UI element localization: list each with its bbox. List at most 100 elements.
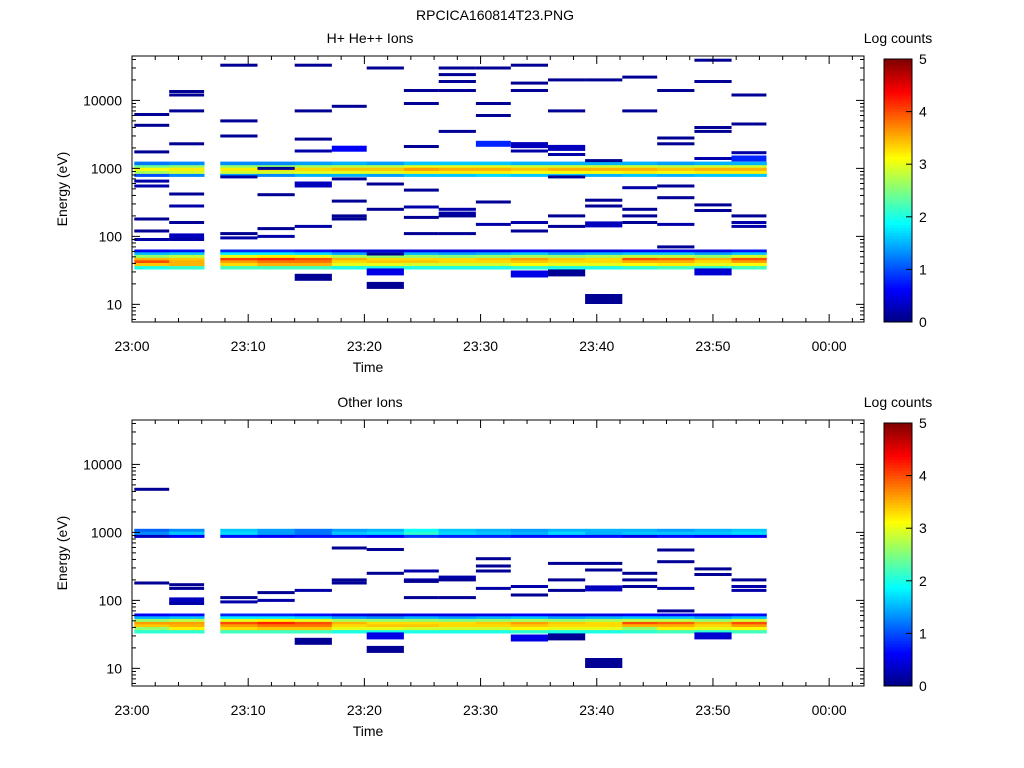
heatmap-cell [404,263,439,266]
heatmap-cell [404,616,439,619]
heatmap-cell [657,627,695,630]
heatmap-cell [220,619,258,622]
spectrogram-figure: RPCICA160814T23.PNG 23:00 23:10 23:20 23:30… [0,0,1024,768]
heatmap-cell [476,141,511,147]
heatmap-cell [134,124,169,127]
heatmap-cell [439,616,477,619]
heatmap-cell [220,630,258,634]
heatmap-cell [732,225,767,228]
heatmap-cell [134,488,169,491]
heatmap-cell [220,614,258,617]
heatmap-cell [367,535,405,538]
heatmap-cell [548,269,585,276]
heatmap-cell [548,214,585,217]
heatmap-cell [476,627,511,630]
heatmap-cell [732,255,767,258]
heatmap-cell [732,162,767,166]
colorbar-tick-label: 2 [919,209,927,225]
heatmap-cell [220,266,258,270]
heatmap-cell [134,260,169,263]
heatmap-cell [332,547,367,550]
heatmap-cell [332,214,367,217]
heatmap-cell [548,562,585,565]
heatmap-cell [511,531,549,535]
heatmap-cell [732,214,767,217]
heatmap-cell [511,150,548,153]
heatmap-cell [548,531,586,535]
heatmap-cell [220,531,258,535]
heatmap-cell [732,529,767,532]
heatmap-cell [622,221,657,224]
heatmap-cell [657,609,694,612]
heatmap-cell [694,126,731,129]
heatmap-cell [694,531,732,535]
heatmap-cell [134,250,169,253]
heatmap-cell [548,165,586,168]
heatmap-cell [585,199,622,202]
heatmap-cell [169,165,204,168]
heatmap-cell [258,619,296,622]
heatmap-cell [258,616,296,619]
colorbar-tick-label: 2 [919,573,927,589]
heatmap-cell [134,167,169,171]
heatmap-cell [169,587,204,590]
heatmap-cell [511,614,549,617]
heatmap-cell [476,266,511,270]
heatmap-cell [439,576,476,579]
heatmap-cell [548,162,586,166]
heatmap-cell [511,263,549,266]
heatmap-cell [694,167,732,171]
heatmap-cell [295,162,333,166]
heatmap-cell [511,266,549,270]
heatmap-cell [134,624,169,627]
heatmap-cell [732,94,767,97]
y-tick-label: 10 [106,296,122,312]
heatmap-cell [511,535,549,538]
heatmap-cell [220,119,257,122]
heatmap-cell [622,165,657,168]
colorbar-label: Log counts [864,394,933,410]
heatmap-cell [439,232,476,235]
heatmap-cell [657,174,695,177]
heatmap-cell [622,208,657,211]
heatmap-cell [476,162,511,166]
heatmap-cell [404,630,439,634]
heatmap-cell [332,619,367,622]
heatmap-cell [295,630,333,634]
heatmap-cell [622,535,657,538]
heatmap-cell [732,266,767,270]
heatmap-cell [694,614,732,617]
heatmap-cell [694,616,732,619]
heatmap-cell [295,255,333,258]
heatmap-cell [476,67,511,70]
heatmap-cell [404,89,439,92]
heatmap-cell [511,165,549,168]
heatmap-cell [548,250,586,253]
heatmap-cell [169,171,204,174]
colorbar-tick-label: 0 [919,314,927,330]
heatmap-cell [439,266,477,270]
heatmap-cell [657,616,695,619]
heatmap-cell [548,535,586,538]
heatmap-cell [169,167,204,171]
heatmap-cell [169,266,204,270]
heatmap-cell [622,616,657,619]
x-axis-label: Time [353,359,384,375]
heatmap-cell [511,162,549,166]
heatmap-cell [439,73,476,76]
heatmap-cell [220,162,258,166]
heatmap-cell [548,263,586,266]
heatmap-cell [657,171,695,174]
heatmap-cell [476,250,511,253]
heatmap-cell [439,596,476,599]
heatmap-cell [694,619,732,622]
heatmap-cell [622,624,657,627]
heatmap-cell [585,562,622,565]
heatmap-cell [404,250,439,253]
x-tick-label: 00:00 [812,702,847,718]
heatmap-cell [295,638,332,645]
heatmap-cell [134,171,169,174]
heatmap-cell [657,624,695,627]
heatmap-cell [732,123,767,126]
heatmap-cell [332,171,367,174]
